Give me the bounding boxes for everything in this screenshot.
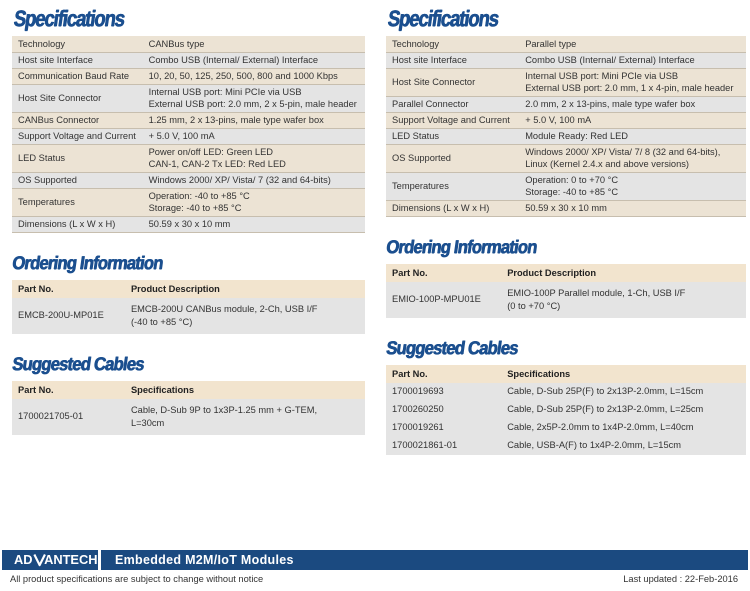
svg-text:ANTECH: ANTECH (44, 552, 97, 567)
svg-text:AD: AD (14, 552, 33, 567)
